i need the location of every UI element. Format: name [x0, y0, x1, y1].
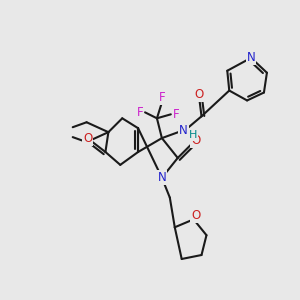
Text: F: F — [159, 91, 165, 104]
Text: F: F — [172, 108, 179, 121]
Text: H: H — [188, 130, 197, 140]
Text: N: N — [247, 51, 255, 64]
Text: O: O — [191, 134, 200, 147]
Text: O: O — [83, 132, 92, 145]
Text: N: N — [179, 124, 188, 137]
Text: F: F — [137, 106, 143, 119]
Text: O: O — [194, 88, 203, 101]
Text: O: O — [191, 209, 200, 222]
Text: N: N — [158, 171, 166, 184]
